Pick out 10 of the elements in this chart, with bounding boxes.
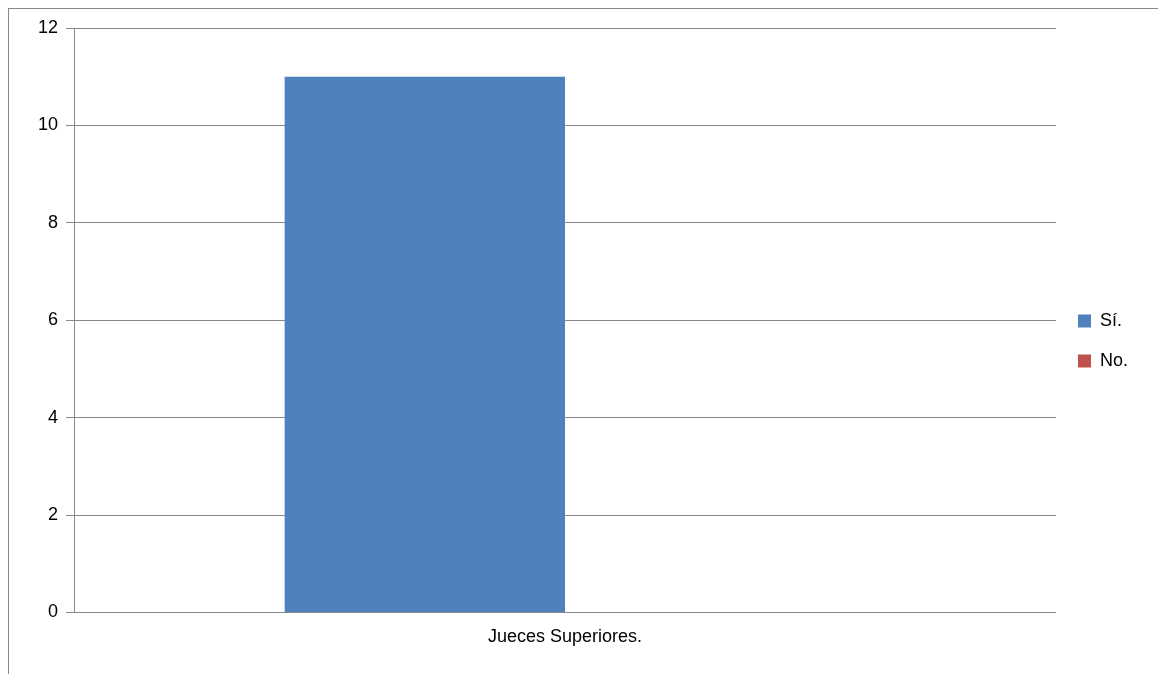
x-tick-label: Jueces Superiores.: [487, 626, 643, 647]
y-tick-label: 0: [48, 601, 59, 622]
legend-label: Sí.: [1099, 309, 1122, 330]
y-tick-label: 4: [48, 406, 59, 427]
y-tick-label: 10: [37, 114, 59, 135]
y-tick-label: 6: [48, 309, 59, 330]
y-tick-label: 2: [48, 503, 59, 524]
y-tick-label: 12: [37, 16, 59, 37]
y-tick-label: 8: [48, 211, 59, 232]
legend-label: No.: [1099, 349, 1128, 370]
